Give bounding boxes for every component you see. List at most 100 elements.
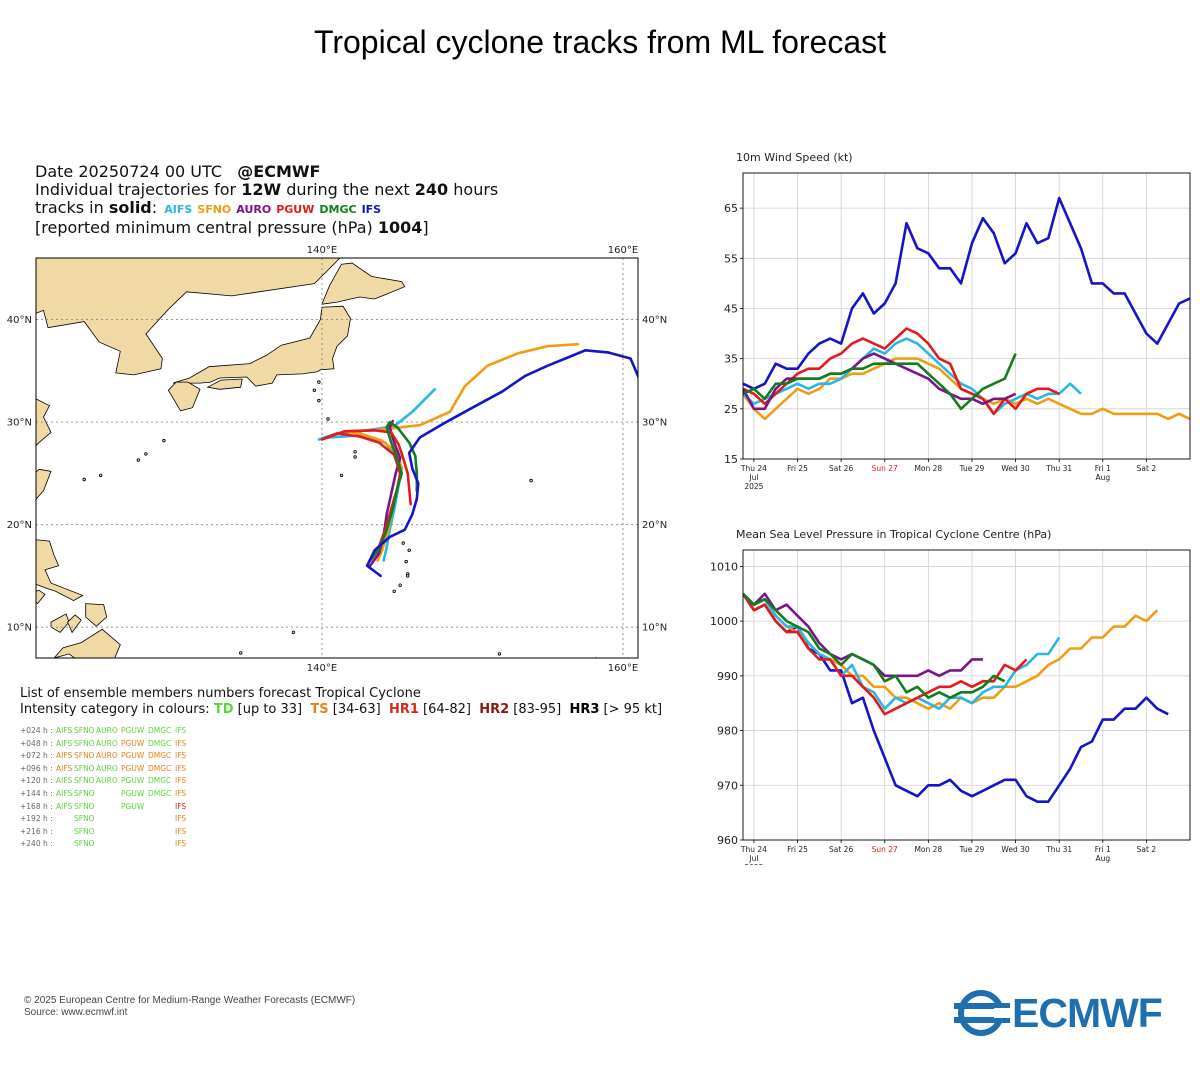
map-island <box>665 674 668 677</box>
member-auro: AURO <box>96 738 118 748</box>
chart-series <box>743 196 1190 421</box>
map-island <box>82 477 86 482</box>
y-tick-label: 35 <box>724 353 738 366</box>
member-row-hour: +192 h : <box>20 814 53 824</box>
x-tick-label: Thu 31 <box>1045 845 1072 854</box>
category-range-td: [up to 33] <box>233 702 311 717</box>
member-ifs: IFS <box>175 763 187 773</box>
map-land-taiwan <box>36 468 52 500</box>
ecmwf-logo: ECMWF <box>954 990 1184 1036</box>
x-tick-sublabel: Aug <box>1095 854 1110 863</box>
date-line: Date 20250724 00 UTC @ECMWF <box>35 163 498 181</box>
member-sfno: SFNO <box>74 788 95 798</box>
pressure-prefix: [reported minimum central pressure (hPa) <box>35 218 378 237</box>
member-dmgc: DMGC <box>148 788 172 798</box>
map-lon-label-bottom: 140°E <box>307 663 337 674</box>
member-pguw: PGUW <box>121 751 145 761</box>
x-tick-sublabel: Aug <box>1095 473 1110 482</box>
intensity-categories: TD [up to 33] TS [34-63] HR1 [64-82] HR2… <box>214 702 670 717</box>
source-text: Source: www.ecmwf.int <box>24 1007 128 1018</box>
x-tick-label: Thu 24 <box>740 464 767 473</box>
x-tick-label: Mon 28 <box>914 464 942 473</box>
series-auro <box>743 592 983 678</box>
member-auro: AURO <box>96 726 118 735</box>
member-sfno: SFNO <box>74 814 95 824</box>
map-land <box>36 258 668 677</box>
member-aifs: AIFS <box>56 738 73 748</box>
wind-speed-chart: 10m Wind Speed (kt) 15 25 35 45 55 65 Thu 24Jul… <box>724 151 1191 490</box>
x-tick-label: Thu 31 <box>1045 464 1072 473</box>
member-aifs: AIFS <box>56 726 73 735</box>
series-ifs <box>743 196 1190 391</box>
member-pguw: PGUW <box>121 788 145 798</box>
map-land-honshu <box>172 305 351 387</box>
chart-title: 10m Wind Speed (kt) <box>736 151 853 164</box>
map-island <box>326 417 330 421</box>
map-tracks <box>317 342 638 578</box>
member-pguw: PGUW <box>121 726 145 735</box>
map-lat-label-left: 20°N <box>7 520 32 531</box>
map-island <box>317 398 321 403</box>
map-lon-label-bottom: 160°E <box>608 663 638 674</box>
x-tick-label: Sat 2 <box>1137 464 1157 473</box>
member-sfno: SFNO <box>74 801 95 811</box>
category-code-td: TD <box>213 702 234 717</box>
map-island <box>404 559 408 564</box>
series-pguw <box>743 327 1060 416</box>
date-text: Date 20250724 00 UTC <box>35 162 223 181</box>
model-legend-ifs: IFS <box>361 203 382 216</box>
y-tick-label: 990 <box>717 670 738 683</box>
map-lat-label-right: 30°N <box>642 418 667 429</box>
member-row-hour: +096 h : <box>20 763 53 773</box>
map-island <box>291 630 296 635</box>
member-row-hour: +168 h : <box>20 801 53 811</box>
x-tick-label: Sat 26 <box>829 464 853 473</box>
y-tick-label: 960 <box>717 834 738 847</box>
map-land-shikoku <box>206 378 243 390</box>
x-tick-label: Tue 29 <box>959 845 985 854</box>
intensity-prefix: Intensity category in colours: <box>20 702 214 717</box>
member-sfno: SFNO <box>74 726 95 735</box>
map-frame <box>35 257 639 659</box>
x-tick-label: Wed 30 <box>1001 464 1030 473</box>
member-ifs: IFS <box>175 788 187 798</box>
map-land-mindanao <box>53 628 121 658</box>
pressure-value: 1004 <box>377 218 423 237</box>
y-tick-label: 55 <box>724 252 738 265</box>
member-row-hour: +072 h : <box>20 751 53 761</box>
model-legend-dmgc: DMGC <box>319 203 357 216</box>
map-island <box>392 589 396 593</box>
member-ifs: IFS <box>175 826 187 836</box>
copyright-text: © 2025 European Centre for Medium-Range … <box>24 995 356 1006</box>
map-island <box>98 473 103 478</box>
x-tick-sublabel: 2025 <box>744 482 763 490</box>
y-tick-label: 980 <box>717 725 738 738</box>
map-island <box>407 548 411 552</box>
map-island <box>353 450 357 454</box>
map-island <box>529 478 533 483</box>
member-pguw: PGUW <box>121 763 145 773</box>
ecmwf-logo-text: ECMWF <box>1012 990 1163 1036</box>
map-lat-label-left: 30°N <box>7 418 32 429</box>
series-sfno <box>743 592 1159 710</box>
y-tick-label: 1000 <box>710 615 738 628</box>
category-code-hr3: HR3 <box>569 702 600 717</box>
member-sfno: SFNO <box>74 839 95 849</box>
map-island <box>339 473 344 478</box>
member-pguw: PGUW <box>121 801 145 811</box>
track-dmgc <box>370 420 419 560</box>
traj-suffix: hours <box>448 180 499 199</box>
member-ifs: IFS <box>175 726 187 735</box>
member-dmgc: DMGC <box>148 751 172 761</box>
chart-series <box>743 592 1169 804</box>
y-tick-label: 970 <box>717 779 738 792</box>
map-land-mindoro <box>36 589 46 605</box>
member-pguw: PGUW <box>121 738 145 748</box>
forecast-hours: 240 <box>414 180 449 199</box>
page-title: Tropical cyclone tracks from ML forecast <box>313 24 886 60</box>
intensity-header: List of ensemble members numbers forecas… <box>20 686 421 701</box>
member-pguw: PGUW <box>121 776 145 786</box>
tracks-prefix: tracks in <box>35 198 109 217</box>
x-tick-label: Sun 27 <box>872 845 898 854</box>
